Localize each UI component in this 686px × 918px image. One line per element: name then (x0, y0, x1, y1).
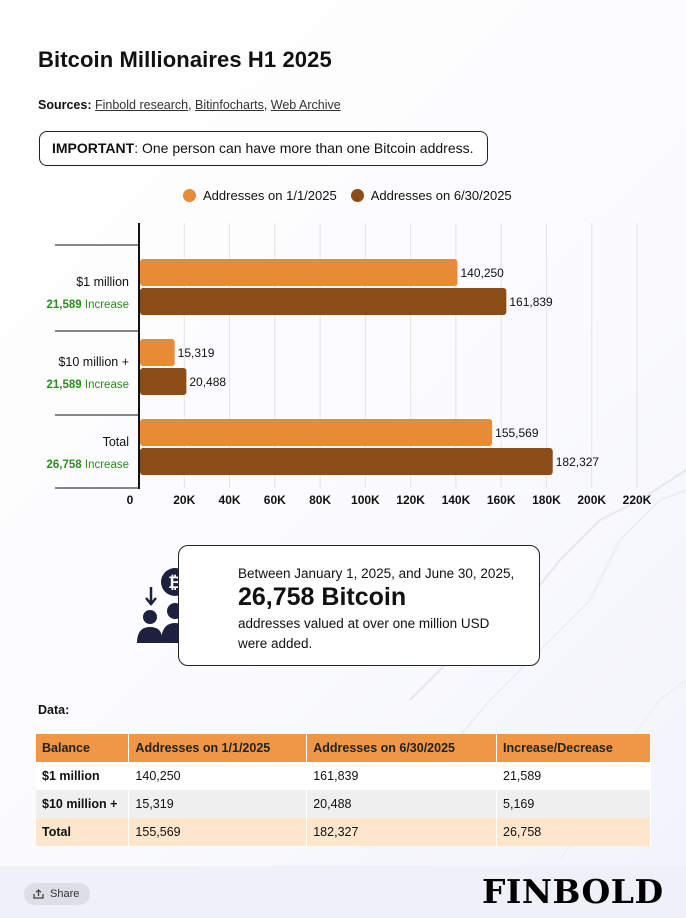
table-cell: 26,758 (496, 818, 651, 846)
x-tick-label: 140K (442, 493, 471, 507)
table-cell: 161,839 (306, 762, 498, 790)
important-note: IMPORTANT: One person can have more than… (39, 131, 488, 166)
table-row: $1 million 140,250 161,839 21,589 (36, 762, 651, 790)
increase-word: Increase (82, 379, 129, 391)
x-tick-label: 0 (127, 493, 134, 507)
table-row: $10 million + 15,319 20,488 5,169 (36, 790, 651, 818)
legend-item-series-1: Addresses on 1/1/2025 (183, 188, 337, 203)
page-title: Bitcoin Millionaires H1 2025 (38, 47, 332, 72)
bar (140, 339, 175, 366)
x-tick-label: 40K (219, 493, 241, 507)
table-cell: 5,169 (496, 790, 651, 818)
increase-label: 21,589 Increase (47, 299, 130, 311)
table-header-addresses-jun: Addresses on 6/30/2025 (306, 734, 498, 762)
x-tick-label: 120K (396, 493, 425, 507)
table-cell: 140,250 (128, 762, 308, 790)
share-icon (33, 889, 44, 899)
increase-value: 21,589 (47, 299, 82, 311)
legend-label-series-2: Addresses on 6/30/2025 (370, 188, 512, 203)
finbold-logo: FINBOLD (482, 872, 664, 911)
data-label: 15,319 (178, 346, 215, 360)
callout-line-1: Between January 1, 2025, and June 30, 20… (238, 566, 515, 581)
important-label: IMPORTANT (52, 140, 135, 156)
bar (140, 259, 458, 286)
x-tick-label: 80K (309, 493, 331, 507)
table-header-addresses-jan: Addresses on 1/1/2025 (128, 734, 308, 762)
table-header-balance: Balance (36, 734, 130, 762)
source-link-finbold[interactable]: Finbold research (94, 98, 189, 112)
share-button[interactable]: Share (24, 883, 90, 905)
bar-chart: 140,250 161,839 $1 million 21,589 Increase 1… (47, 223, 652, 507)
bar (140, 368, 187, 395)
legend-swatch-series-2 (350, 189, 364, 202)
increase-label: 21,589 Increase (47, 379, 130, 391)
bar (140, 288, 507, 315)
data-label: 140,250 (460, 266, 504, 280)
table-cell: 155,569 (128, 818, 308, 846)
increase-value: 21,589 (47, 379, 82, 391)
sources-line: Sources: Finbold research, Bitinfocharts… (38, 98, 341, 112)
increase-word: Increase (82, 299, 129, 311)
table-cell: 182,327 (306, 818, 498, 846)
table-cell: 15,319 (128, 790, 308, 818)
x-tick-label: 160K (487, 493, 516, 507)
increase-word: Increase (82, 459, 129, 471)
category-label: $10 million + (58, 355, 129, 369)
data-table: Balance Addresses on 1/1/2025 Addresses … (36, 734, 651, 846)
data-label: 182,327 (556, 455, 600, 469)
category-label: Total (103, 435, 129, 449)
callout-line-3: addresses valued at over one million USD… (238, 616, 490, 651)
x-tick-label: 180K (532, 493, 561, 507)
table-header-row: Balance Addresses on 1/1/2025 Addresses … (36, 734, 651, 762)
important-text: : One person can have more than one Bitc… (134, 140, 474, 156)
chart-legend: Addresses on 1/1/2025 Addresses on 6/30/… (183, 188, 526, 203)
data-label: 161,839 (509, 295, 553, 309)
sources-label: Sources: (38, 98, 92, 112)
category-label: $1 million (76, 275, 129, 289)
table-cell: 21,589 (496, 762, 651, 790)
summary-callout: Between January 1, 2025, and June 30, 20… (178, 545, 540, 666)
data-section-label: Data: (38, 703, 70, 717)
table-cell: Total (36, 818, 130, 846)
legend-item-series-2: Addresses on 6/30/2025 (350, 188, 512, 203)
increase-value: 26,758 (47, 459, 83, 471)
footer-bar (0, 866, 686, 918)
x-tick-label: 60K (264, 493, 286, 507)
table-row: Total 155,569 182,327 26,758 (36, 818, 651, 846)
table-cell: $10 million + (36, 790, 130, 818)
share-label: Share (50, 888, 80, 900)
source-link-bitinfocharts[interactable]: Bitinfocharts (195, 98, 264, 112)
x-tick-label: 220K (623, 493, 652, 507)
callout-highlight: 26,758 Bitcoin (238, 583, 407, 611)
x-tick-label: 20K (173, 493, 195, 507)
data-label: 20,488 (189, 375, 226, 389)
increase-label: 26,758 Increase (47, 459, 130, 471)
x-tick-label: 200K (577, 493, 606, 507)
legend-swatch-series-1 (183, 189, 196, 202)
table-header-increase: Increase/Decrease (496, 734, 651, 762)
source-link-web-archive[interactable]: Web Archive (270, 98, 341, 112)
data-label: 155,569 (495, 426, 539, 440)
legend-label-series-1: Addresses on 1/1/2025 (203, 188, 337, 203)
table-cell: $1 million (36, 762, 130, 790)
x-tick-label: 100K (351, 493, 380, 507)
table-cell: 20,488 (306, 790, 498, 818)
bar (140, 448, 553, 475)
bar (140, 419, 493, 446)
